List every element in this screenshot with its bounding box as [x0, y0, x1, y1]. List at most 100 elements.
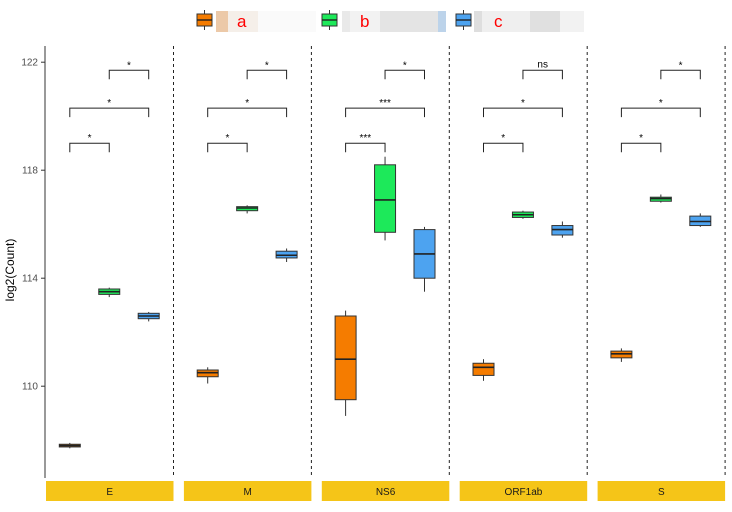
box-a-S: [610, 348, 633, 362]
facet-strip-bg: [459, 481, 588, 501]
boxes: [58, 156, 712, 449]
significance-bracket: *: [384, 60, 425, 80]
significance-bracket: ns: [522, 59, 563, 80]
y-tick-label: 114: [22, 274, 38, 285]
box-c-E: [137, 311, 160, 322]
box-body: [334, 315, 357, 401]
box-a-E: [58, 442, 81, 449]
legend-label: c: [494, 12, 503, 31]
facet-strip-bg: [321, 481, 450, 501]
significance-bracket: ***: [345, 133, 386, 153]
significance-bracket: *: [69, 133, 110, 153]
bracket-line: [69, 142, 110, 153]
significance-label: *: [127, 60, 131, 71]
box-c-NS6: [413, 226, 436, 292]
facet-strip-bg: [183, 481, 312, 501]
significance-label: *: [225, 133, 229, 144]
box-c-M: [275, 248, 298, 262]
box-b-S: [649, 194, 672, 203]
significance-label: *: [265, 60, 269, 71]
box-a-ORF1ab: [472, 359, 495, 381]
significance-label: *: [88, 133, 92, 144]
legend-label: a: [237, 12, 247, 31]
significance-bracket: ***: [345, 98, 425, 118]
bracket-line: [522, 69, 563, 80]
significance-bracket: *: [620, 133, 662, 153]
legend-label-bg: [258, 11, 316, 32]
bracket-line: [345, 107, 425, 118]
box-b-ORF1ab: [511, 210, 534, 219]
y-axis-label: log2(Count): [3, 239, 17, 302]
bracket-line: [384, 69, 425, 80]
legend-label-bg: [474, 11, 482, 32]
significance-label: *: [659, 98, 663, 109]
facet-strip-E: E: [46, 481, 174, 501]
facet-strip-bg: [597, 481, 726, 501]
bracket-line: [620, 142, 662, 153]
legend-label: b: [360, 12, 369, 31]
box-body: [472, 362, 495, 376]
bracket-line: [345, 142, 386, 153]
legend-item-c: c: [455, 10, 584, 32]
bracket-line: [69, 107, 150, 118]
significance-label: *: [639, 133, 643, 144]
bracket-line: [620, 107, 701, 118]
box-c-S: [689, 213, 712, 227]
bracket-line: [207, 107, 288, 118]
significance-bracket: *: [483, 133, 524, 153]
y-tick-label: 118: [22, 166, 38, 177]
bracket-line: [207, 142, 248, 153]
significance-label: *: [403, 60, 407, 71]
significance-bracket: *: [483, 98, 563, 118]
significance-label: *: [521, 98, 525, 109]
box-b-M: [236, 205, 259, 214]
bracket-line: [108, 69, 150, 80]
legend-label-bg: [530, 11, 560, 32]
bracket-line: [483, 142, 524, 153]
box-a-NS6: [334, 310, 357, 416]
facet-strips: E M NS6 ORF1ab S: [46, 481, 726, 501]
facet-strip-M: M: [183, 481, 312, 501]
facet-strip-bg: [46, 481, 174, 501]
significance-bracket: *: [620, 98, 701, 118]
facet-dividers: [173, 46, 726, 478]
facet-strip-label: S: [658, 487, 665, 498]
facet-strip-label: NS6: [376, 487, 396, 498]
legend-label-bg: [228, 11, 258, 32]
significance-label: *: [107, 98, 111, 109]
legend: a b c: [196, 10, 584, 32]
significance-label: *: [245, 98, 249, 109]
bracket-line: [483, 107, 563, 118]
significance-bracket: *: [246, 60, 288, 80]
legend-label-bg: [342, 11, 350, 32]
legend-label-bg: [380, 11, 438, 32]
bracket-line: [246, 69, 288, 80]
legend-label-bg: [350, 11, 380, 32]
facet-strip-NS6: NS6: [321, 481, 450, 501]
significance-bracket: *: [207, 98, 288, 118]
significance-bracket: *: [660, 60, 701, 80]
facet-strip-ORF1ab: ORF1ab: [459, 481, 588, 501]
legend-label-bg: [560, 11, 584, 32]
significance-bracket: *: [108, 60, 150, 80]
significance-label: ns: [537, 59, 548, 70]
box-b-E: [98, 287, 121, 298]
box-body: [374, 164, 397, 233]
box-b-NS6: [374, 156, 397, 241]
legend-label-bg: [482, 11, 530, 32]
significance-label: ***: [379, 98, 391, 109]
significance-bracket: *: [69, 98, 150, 118]
box-c-ORF1ab: [551, 221, 574, 238]
y-tick-label: 122: [21, 58, 38, 69]
legend-label-bg: [216, 11, 228, 32]
significance-label: *: [679, 60, 683, 71]
legend-item-a: a: [196, 10, 316, 32]
facet-strip-label: E: [106, 487, 113, 498]
bracket-line: [660, 69, 701, 80]
y-tick-label: 110: [22, 382, 38, 393]
legend-label-bg: [438, 11, 446, 32]
legend-item-b: b: [321, 10, 446, 32]
significance-brackets: ***************ns***: [69, 59, 701, 153]
y-axis: log2(Count) 110 114 118 122: [3, 46, 46, 478]
